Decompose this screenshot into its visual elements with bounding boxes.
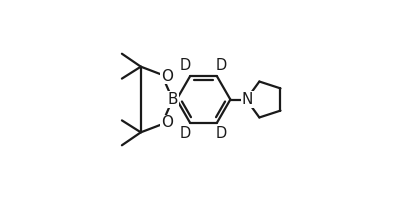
- Text: D: D: [216, 126, 227, 141]
- Text: O: O: [161, 115, 173, 130]
- Text: D: D: [180, 58, 191, 73]
- Text: O: O: [161, 69, 173, 84]
- Text: D: D: [180, 126, 191, 141]
- Text: B: B: [167, 92, 178, 107]
- Text: N: N: [242, 92, 253, 107]
- Text: D: D: [216, 58, 227, 73]
